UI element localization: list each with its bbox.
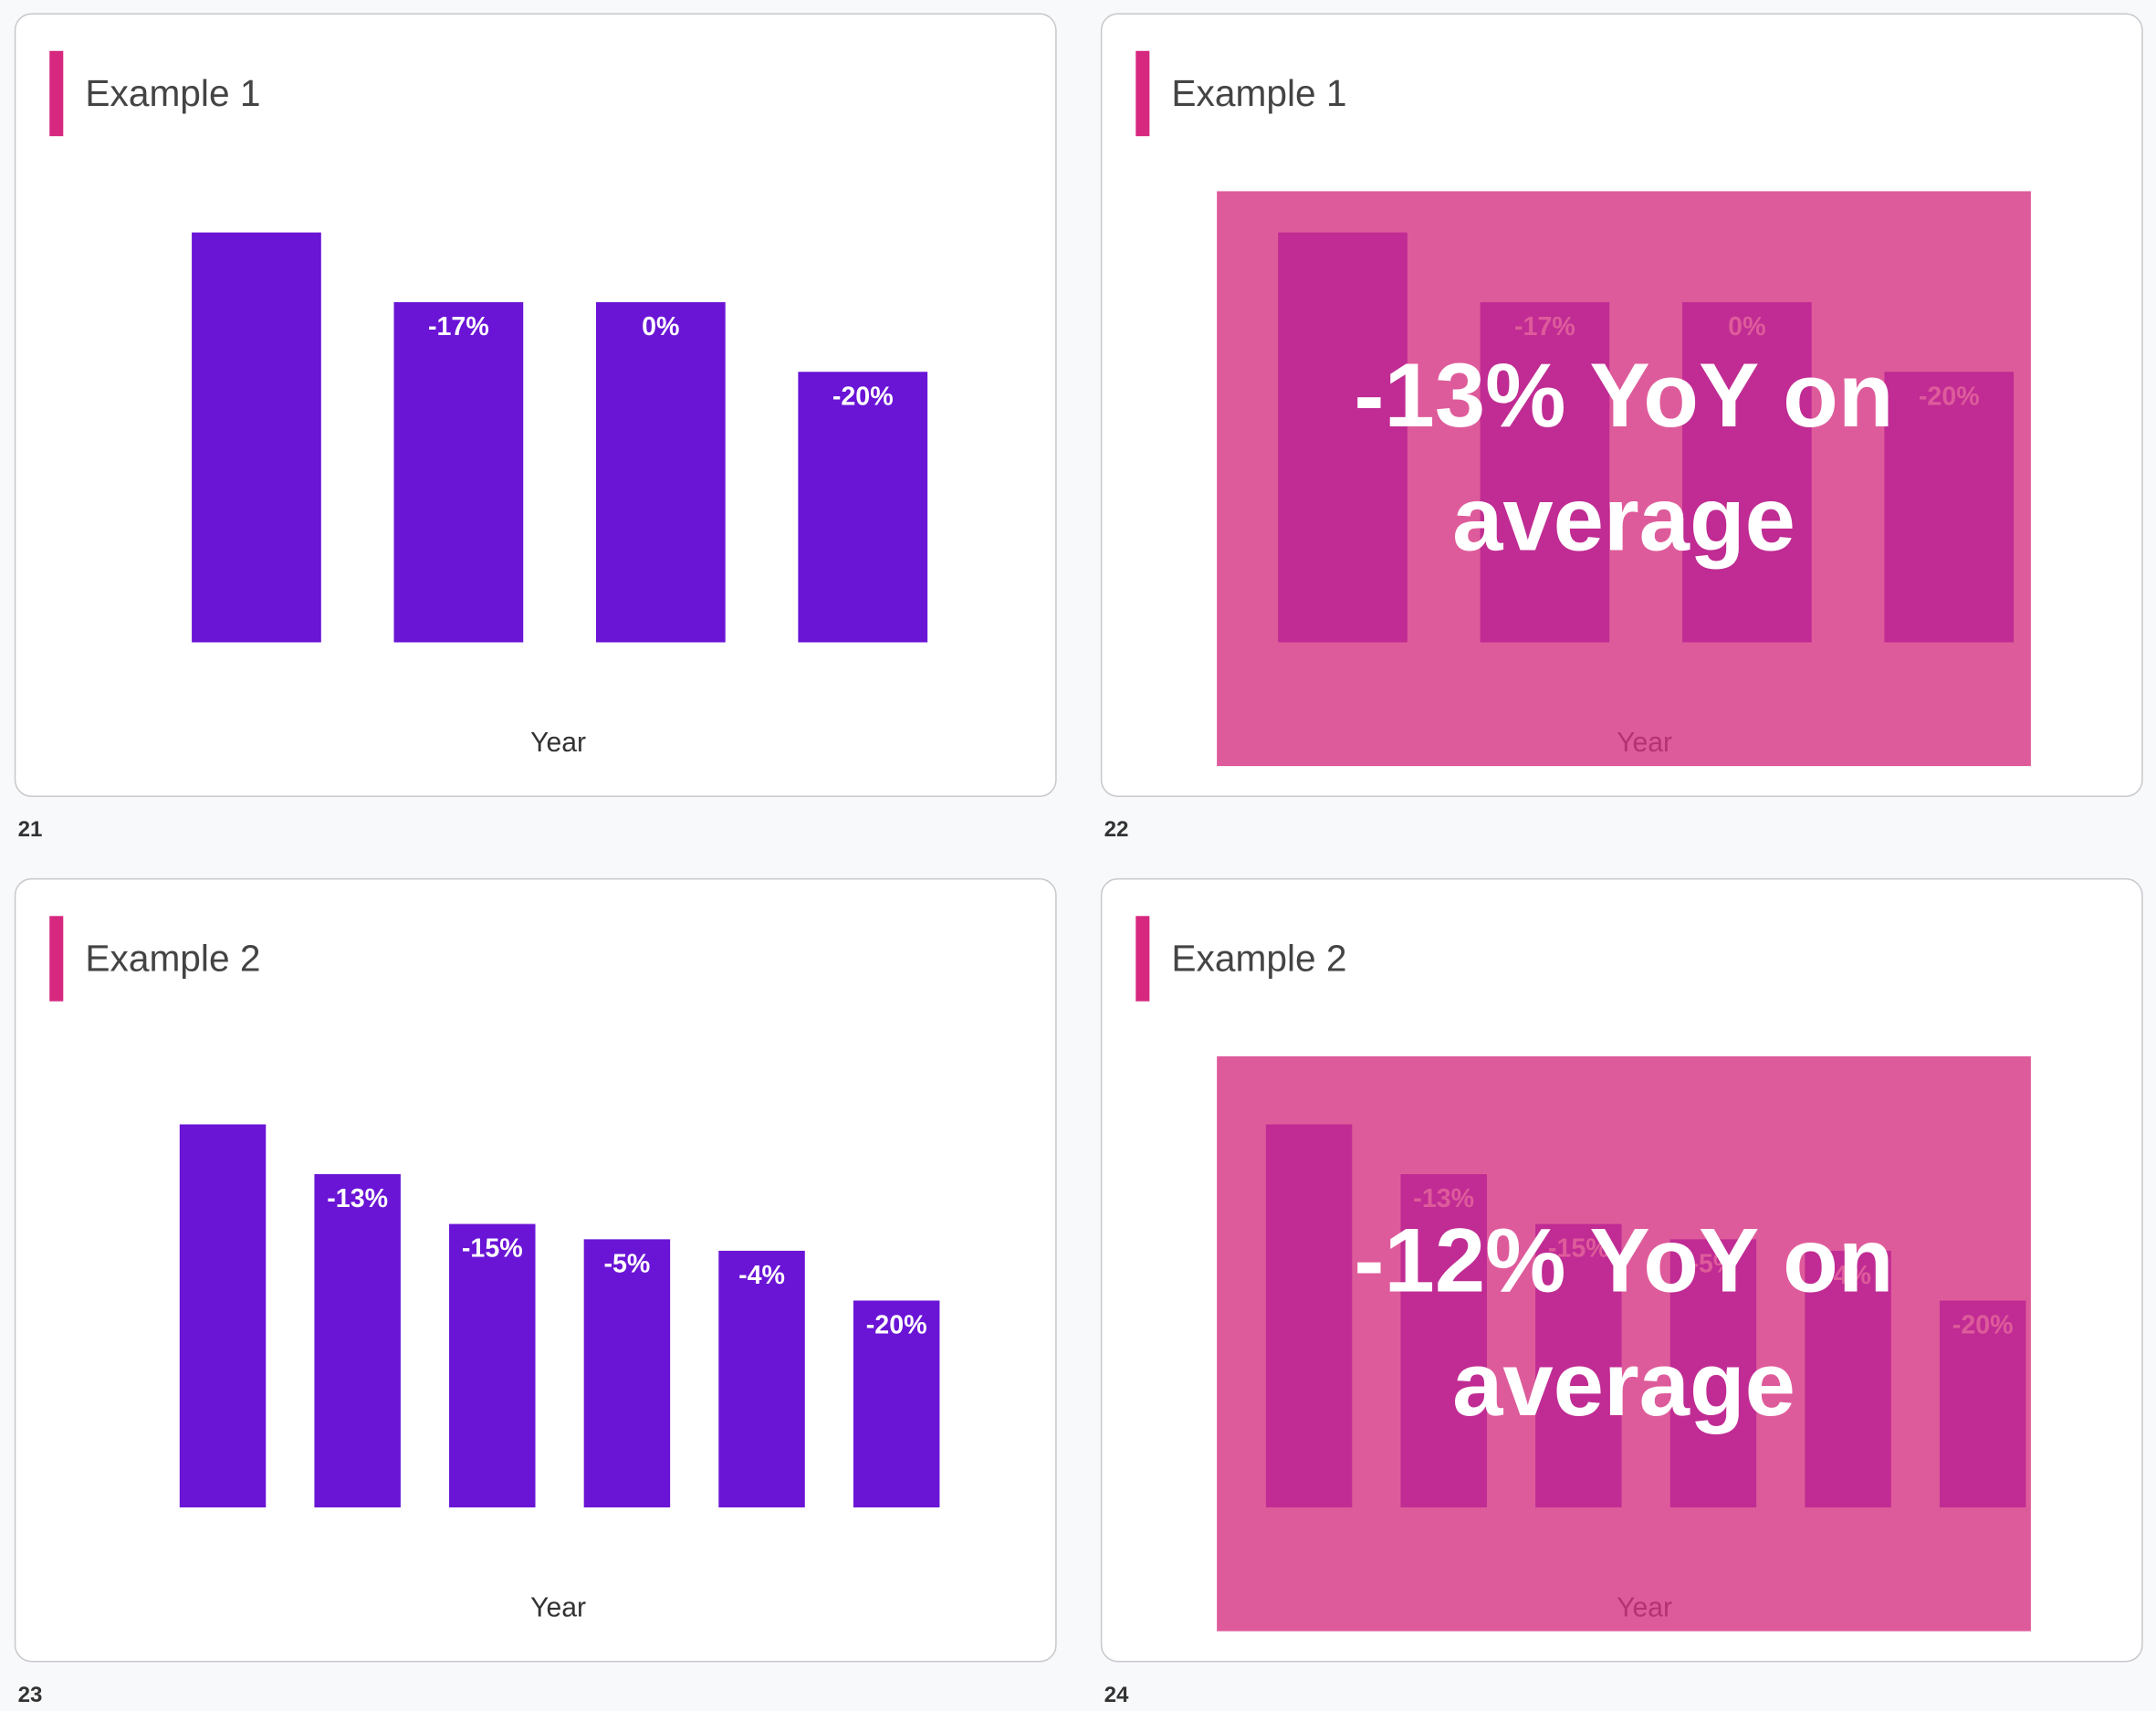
bar xyxy=(192,232,321,643)
change-label: -17% xyxy=(428,312,489,341)
slide: Example 2 -13% -15% -5% -4% -20% Year xyxy=(14,877,1057,1663)
overlay-box: -12% YoY on average xyxy=(1354,1209,1894,1435)
slide-number: 24 xyxy=(1104,1683,1129,1707)
slide-title: Example 1 xyxy=(85,72,260,114)
bar xyxy=(853,1300,940,1508)
change-label: -4% xyxy=(738,1261,785,1290)
overlay-text: -12% YoY on average xyxy=(1354,1209,1894,1435)
bar xyxy=(179,1124,267,1508)
bar xyxy=(798,372,928,643)
bar xyxy=(583,1239,671,1508)
change-label: -20% xyxy=(832,382,894,411)
slide: Example 1 -17% 0% -20% Year xyxy=(14,13,1057,797)
slide-title: Example 1 xyxy=(1171,72,1346,114)
title-accent xyxy=(49,916,64,1002)
bar xyxy=(718,1250,805,1508)
x-axis-label: Year xyxy=(530,1592,586,1622)
slide-number: 21 xyxy=(18,817,43,842)
overlay-panel xyxy=(1217,191,2031,767)
slide-number: 22 xyxy=(1104,817,1129,842)
bar xyxy=(393,301,524,643)
bar xyxy=(449,1223,536,1508)
title-accent xyxy=(1136,916,1150,1002)
slide: Example 1-17%0%-20%Year-13% YoY on avera… xyxy=(1100,13,2143,797)
change-label: -5% xyxy=(603,1250,650,1279)
slide-title: Example 2 xyxy=(85,938,260,980)
slide: Example 2-13%-15%-5%-4%-20%Year-12% YoY … xyxy=(1100,877,2143,1663)
change-label: 0% xyxy=(642,312,679,341)
title-accent xyxy=(49,50,64,137)
overlay-box: -13% YoY on average xyxy=(1354,343,1894,570)
bar xyxy=(595,301,726,643)
change-label: -20% xyxy=(866,1311,927,1340)
slide-number: 23 xyxy=(18,1683,43,1707)
change-label: -13% xyxy=(327,1184,388,1213)
overlay-panel xyxy=(1217,1055,2031,1632)
overlay-text: -13% YoY on average xyxy=(1354,343,1894,570)
title-accent xyxy=(1136,50,1150,137)
change-label: -15% xyxy=(462,1234,523,1264)
slide-title: Example 2 xyxy=(1171,938,1346,980)
bar xyxy=(314,1174,401,1508)
slide-card xyxy=(14,877,1057,1663)
x-axis-label: Year xyxy=(530,728,586,758)
